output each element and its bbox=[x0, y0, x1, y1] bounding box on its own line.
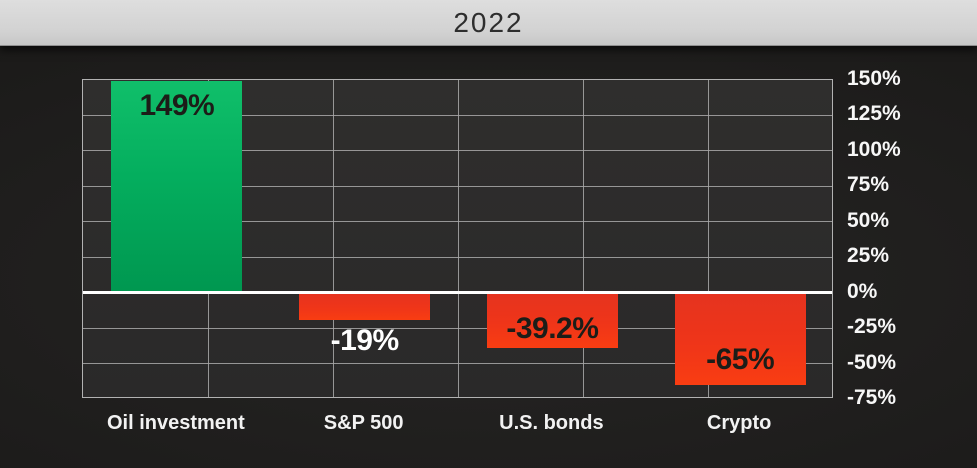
horizontal-gridline bbox=[83, 327, 832, 329]
horizontal-gridline bbox=[83, 256, 832, 258]
category-label-u-s-bonds: U.S. bonds bbox=[499, 412, 604, 434]
category-label-s-p-500: S&P 500 bbox=[323, 412, 404, 434]
y-tick-label: 0% bbox=[847, 279, 878, 303]
horizontal-gridline bbox=[83, 150, 832, 152]
y-tick-label: 25% bbox=[847, 244, 890, 268]
y-tick-label: 100% bbox=[847, 137, 901, 161]
vertical-gridline bbox=[458, 80, 459, 397]
y-tick-label: 125% bbox=[847, 102, 901, 126]
vertical-gridline bbox=[583, 80, 585, 397]
y-tick-label: -75% bbox=[847, 386, 897, 409]
bar-oil-investment: 149% bbox=[111, 81, 243, 293]
bar-value-label: 149% bbox=[139, 89, 215, 123]
y-tick-label: 75% bbox=[847, 173, 890, 197]
vertical-gridline bbox=[708, 80, 710, 397]
zero-baseline bbox=[83, 291, 832, 295]
chart-title: 2022 bbox=[453, 6, 524, 38]
horizontal-gridline bbox=[83, 185, 832, 187]
y-tick-label: -25% bbox=[847, 315, 897, 339]
plot-area: 149% -19% -39.2% -65% bbox=[82, 79, 833, 398]
bar-value-label: -65% bbox=[706, 342, 775, 376]
bar-crypto: -65% bbox=[674, 292, 806, 385]
bar-u-s-bonds: -39.2% bbox=[486, 292, 618, 349]
horizontal-gridline bbox=[83, 114, 832, 116]
y-tick-label: -50% bbox=[847, 350, 897, 374]
bar-value-label: -39.2% bbox=[506, 312, 599, 346]
y-tick-label: 150% bbox=[847, 67, 901, 90]
horizontal-gridline bbox=[83, 221, 832, 223]
category-label-crypto: Crypto bbox=[706, 412, 772, 434]
bar-value-label: -19% bbox=[330, 323, 400, 357]
category-label-oil-investment: Oil investment bbox=[106, 412, 245, 434]
horizontal-gridline bbox=[83, 363, 832, 365]
bar-s-p-500 bbox=[299, 292, 431, 320]
chart-header: 2022 bbox=[0, 0, 977, 46]
y-tick-label: 50% bbox=[847, 208, 890, 232]
vertical-gridline bbox=[332, 80, 334, 397]
